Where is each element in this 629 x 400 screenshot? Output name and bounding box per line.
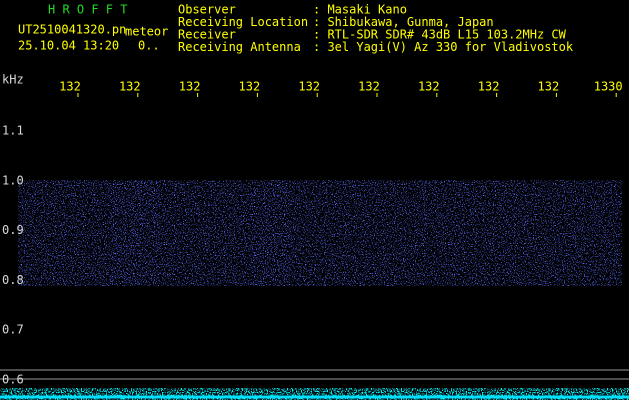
freq-label: 0.7 — [2, 323, 24, 337]
field-value: : RTL-SDR SDR# 43dB L15 103.2MHz CW — [313, 28, 567, 42]
spectrogram-burst — [250, 180, 290, 286]
field-value: : 3el Yagi(V) Az 330 for Vladivostok — [313, 40, 574, 54]
file-name: UT2510041320.pn — [18, 23, 126, 37]
app-name: H R O F F T — [48, 3, 127, 17]
time-label: 132 — [358, 80, 380, 94]
field-label: Observer — [178, 3, 236, 17]
time-label: 1330 — [594, 80, 623, 94]
time-label: 132 — [418, 80, 440, 94]
freq-label: 1.0 — [2, 173, 24, 187]
time-label: 132 — [538, 80, 560, 94]
freq-label: 0.6 — [2, 373, 24, 387]
time-label: 132 — [119, 80, 141, 94]
field-label: Receiving Location — [178, 15, 308, 29]
counter: 0.. — [138, 39, 160, 53]
field-value: : Masaki Kano — [313, 3, 407, 17]
header: H R O F F T UT2510041320.pn meteor 25.10… — [18, 3, 574, 55]
field-label: Receiving Antenna — [178, 40, 301, 54]
time-label: 132 — [59, 80, 81, 94]
field-value: : Shibukawa, Gunma, Japan — [313, 15, 494, 29]
time-label: 132 — [179, 80, 201, 94]
field-label: Receiver — [178, 28, 236, 42]
spectrogram-band — [18, 180, 622, 286]
mode: meteor — [125, 25, 168, 39]
time-label: 132 — [478, 80, 500, 94]
datetime: 25.10.04 13:20 — [18, 39, 119, 53]
time-label: 132 — [239, 80, 261, 94]
spectrogram-burst — [110, 180, 160, 286]
freq-label: 0.8 — [2, 273, 24, 287]
freq-label: 0.9 — [2, 223, 24, 237]
unit-label: kHz — [2, 73, 24, 87]
freq-label: 1.1 — [2, 124, 24, 138]
time-label: 132 — [298, 80, 320, 94]
